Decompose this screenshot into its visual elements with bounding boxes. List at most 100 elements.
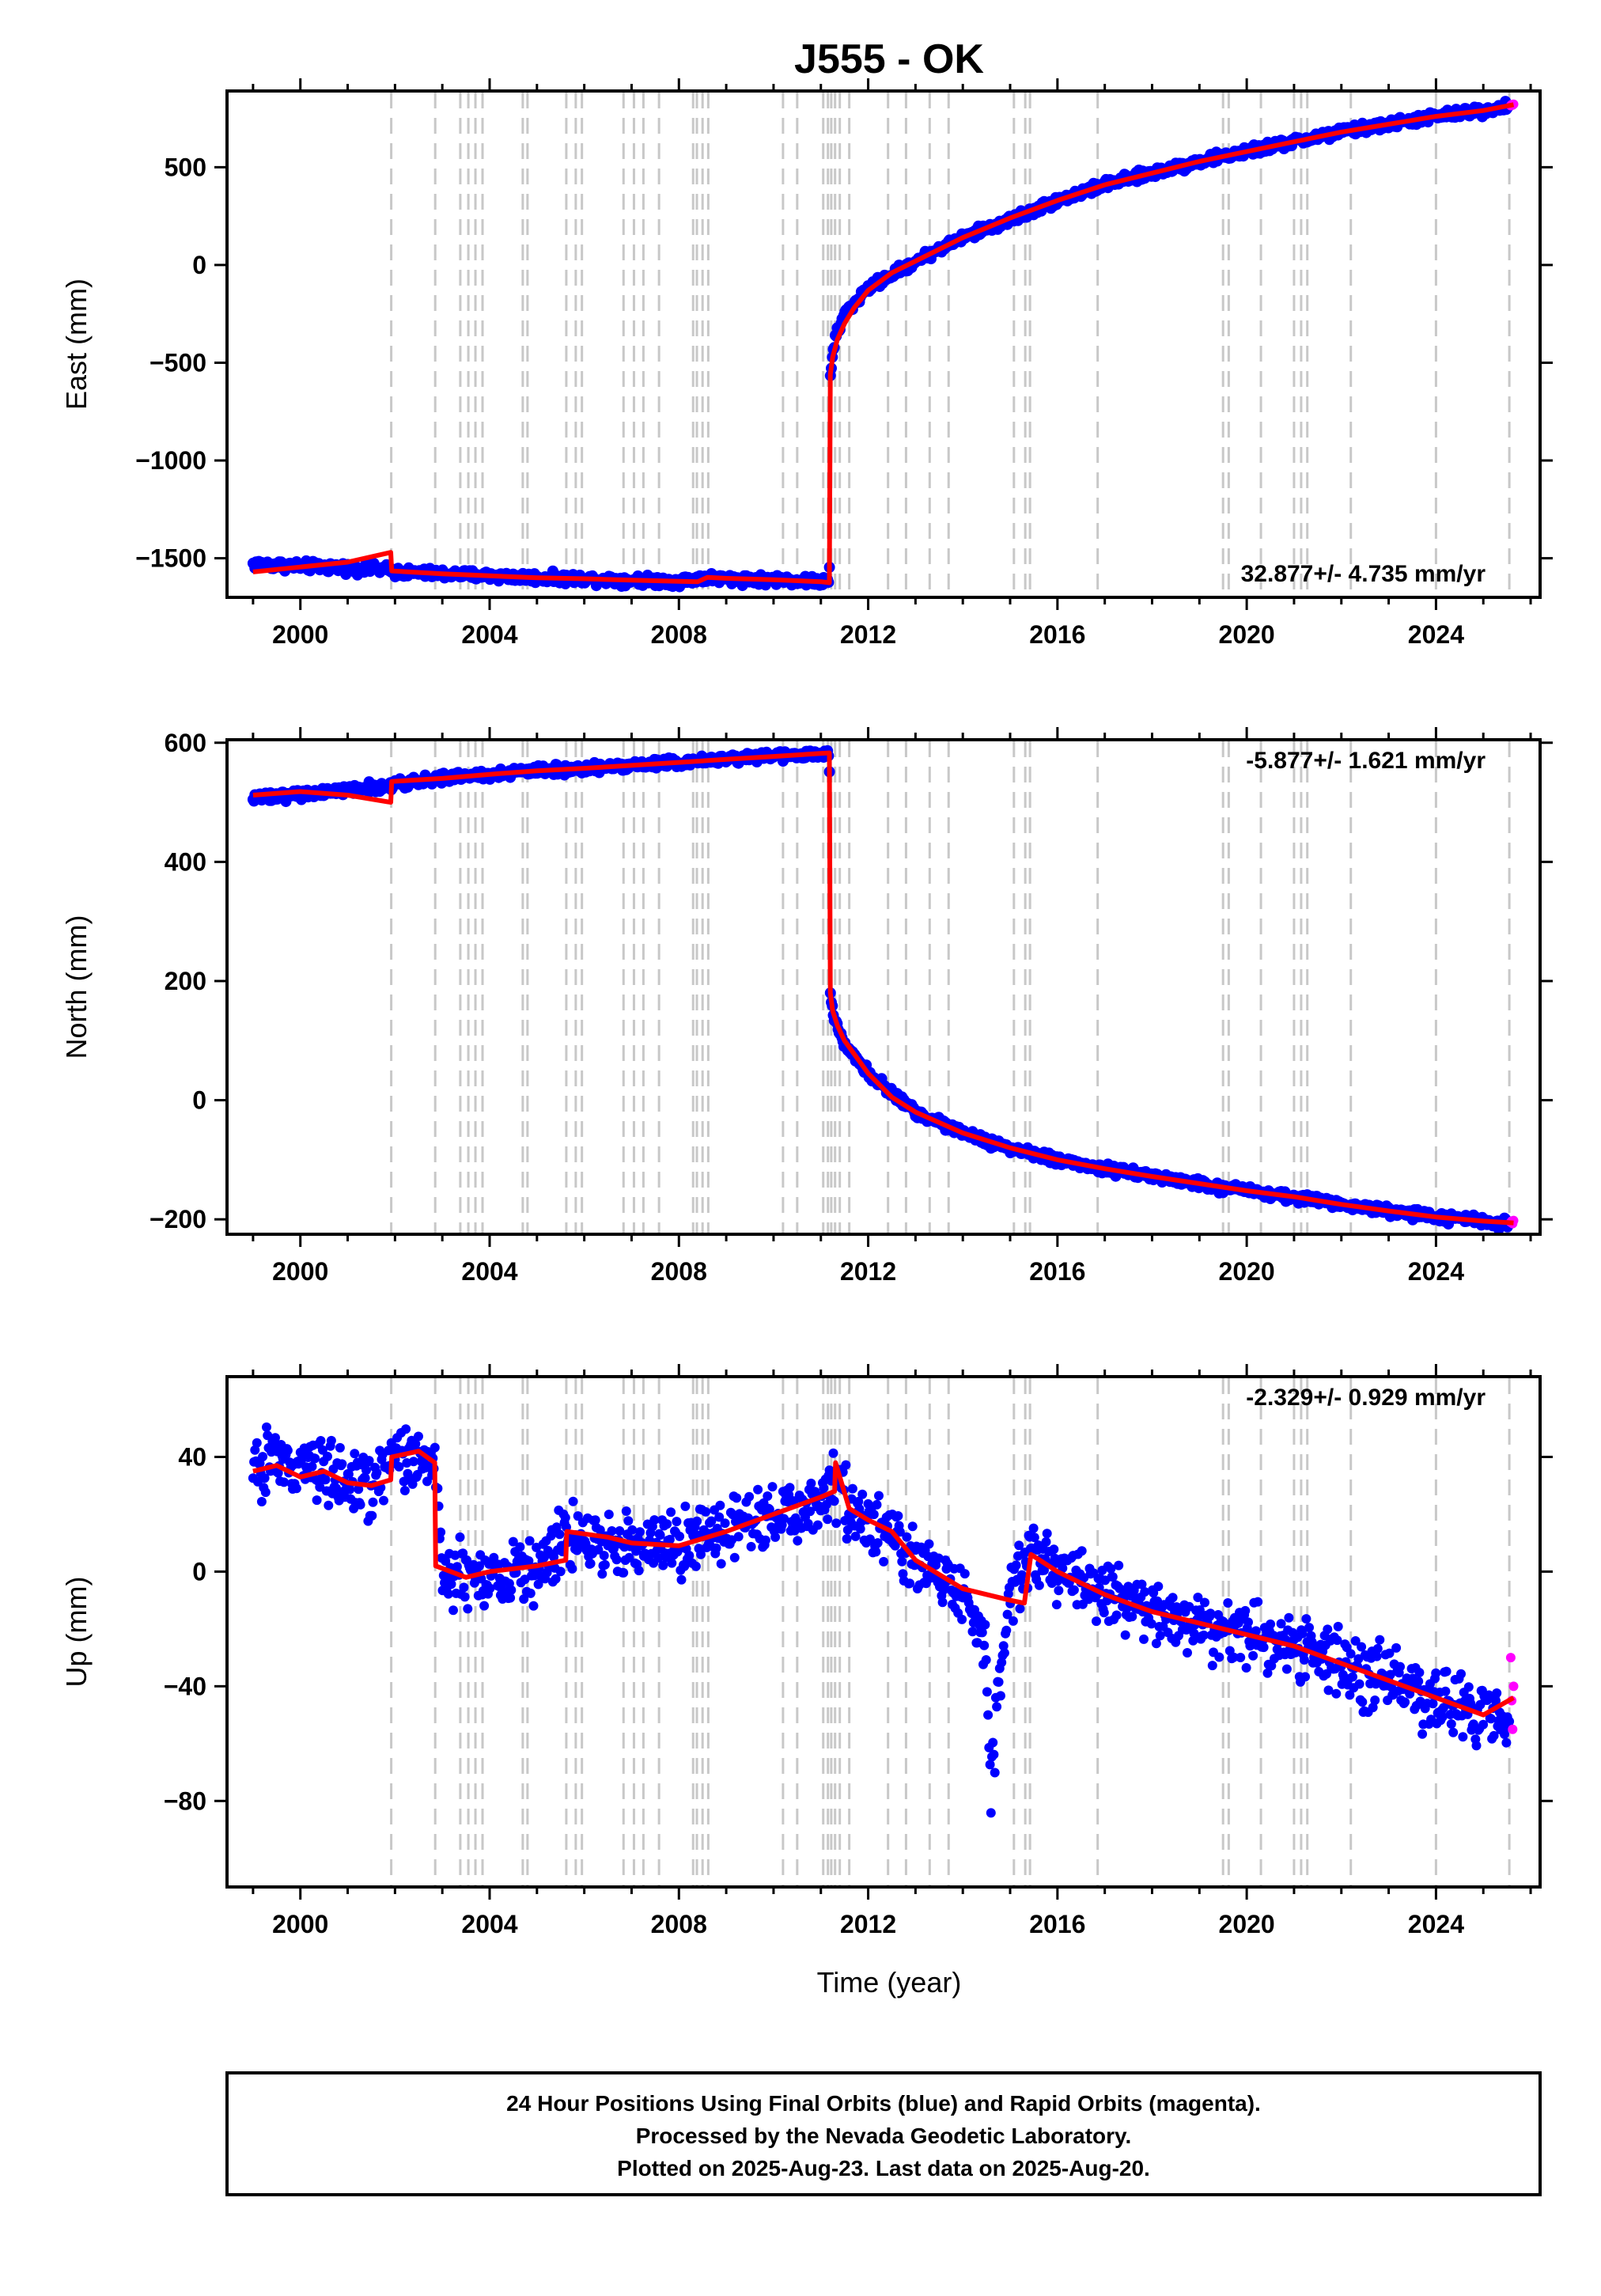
final-point xyxy=(994,1677,1004,1687)
y-tick-label: 40 xyxy=(178,1442,206,1471)
model-line xyxy=(252,750,1514,1226)
final-point xyxy=(847,1483,857,1494)
x-tick-label: 2024 xyxy=(1408,1910,1464,1938)
final-point xyxy=(831,1518,842,1529)
final-point xyxy=(401,1424,411,1434)
y-axis-ticks: 600 400 200 0 −200 xyxy=(150,729,1553,1233)
final-point xyxy=(829,1496,839,1506)
final-point xyxy=(767,1482,778,1492)
final-point xyxy=(1350,1636,1361,1646)
y-tick-label: 400 xyxy=(165,847,206,876)
final-point xyxy=(635,1527,645,1537)
final-point xyxy=(282,1445,293,1456)
final-point xyxy=(443,1589,453,1599)
final-point xyxy=(555,1567,566,1577)
final-point xyxy=(310,1453,320,1464)
footer-box: 24 Hour Positions Using Final Orbits (bl… xyxy=(225,2071,1542,2196)
final-point xyxy=(1002,1609,1012,1620)
final-point xyxy=(567,1563,577,1574)
x-tick-label: 2016 xyxy=(1029,620,1085,649)
final-point xyxy=(823,1514,833,1525)
final-point xyxy=(1301,1614,1311,1624)
final-point xyxy=(1001,1625,1012,1635)
final-point xyxy=(957,1614,967,1624)
final-point xyxy=(360,1473,370,1483)
final-point xyxy=(568,1496,578,1506)
final-point xyxy=(1331,1688,1342,1699)
final-point xyxy=(1332,1635,1342,1646)
final-orbit-points xyxy=(248,1422,1515,1818)
event-lines xyxy=(390,93,1511,596)
final-point xyxy=(414,1431,423,1442)
final-point xyxy=(608,1544,619,1554)
final-point xyxy=(1028,1523,1039,1533)
final-point xyxy=(1372,1651,1382,1661)
x-tick-label: 2020 xyxy=(1219,1257,1275,1286)
rapid-point xyxy=(1508,1724,1518,1734)
final-point xyxy=(1039,1565,1049,1575)
final-point xyxy=(271,1433,280,1443)
final-point xyxy=(676,1574,687,1585)
x-tick-label: 2004 xyxy=(461,1910,517,1938)
final-point xyxy=(619,1567,629,1578)
final-point xyxy=(407,1479,418,1489)
final-point xyxy=(326,1435,336,1445)
final-point xyxy=(1439,1703,1448,1713)
final-point xyxy=(981,1655,991,1665)
final-point xyxy=(1471,1741,1482,1751)
x-axis-ticks: 2000 2004 2008 2012 2016 2020 2024 xyxy=(252,1364,1532,1938)
final-point xyxy=(1354,1679,1364,1689)
final-point xyxy=(729,1552,740,1563)
final-point xyxy=(446,1579,456,1589)
final-point xyxy=(508,1536,518,1547)
final-point xyxy=(1241,1663,1251,1673)
x-tick-label: 2000 xyxy=(272,620,328,649)
final-point xyxy=(307,1461,317,1472)
final-point xyxy=(1304,1623,1314,1633)
final-point xyxy=(573,1511,583,1521)
final-point xyxy=(1149,1588,1159,1598)
model-line xyxy=(252,1449,1515,1718)
final-point xyxy=(1207,1661,1217,1671)
final-point xyxy=(1014,1540,1024,1551)
final-point xyxy=(317,1445,327,1455)
final-point xyxy=(279,1477,289,1487)
final-point xyxy=(554,1529,565,1540)
final-point xyxy=(551,1574,561,1584)
final-point xyxy=(874,1491,884,1501)
footer-line-3: Plotted on 2025-Aug-23. Last data on 202… xyxy=(617,2156,1150,2180)
final-point xyxy=(1236,1653,1246,1662)
x-tick-label: 2008 xyxy=(651,1910,707,1938)
final-point xyxy=(368,1497,378,1507)
final-point xyxy=(872,1538,883,1548)
final-orbit-points xyxy=(247,96,1516,593)
final-point xyxy=(312,1495,322,1506)
x-tick-label: 2012 xyxy=(840,620,896,649)
final-point xyxy=(519,1594,529,1605)
final-point xyxy=(1346,1649,1356,1659)
final-point xyxy=(1114,1560,1124,1570)
final-point xyxy=(505,1593,516,1603)
final-point xyxy=(430,1442,440,1453)
final-point xyxy=(1391,1642,1402,1653)
final-point xyxy=(902,1532,912,1542)
x-tick-label: 2000 xyxy=(272,1910,328,1938)
final-point xyxy=(1478,1719,1489,1730)
x-tick-label: 2004 xyxy=(461,620,517,649)
final-point xyxy=(1107,1572,1118,1582)
x-tick-label: 2024 xyxy=(1408,620,1464,649)
x-tick-label: 2000 xyxy=(272,1257,328,1286)
final-point xyxy=(691,1561,701,1571)
final-point xyxy=(1266,1661,1277,1671)
final-point xyxy=(1099,1608,1109,1618)
final-point xyxy=(611,1555,622,1565)
final-point xyxy=(1458,1732,1468,1742)
final-point xyxy=(485,1583,495,1593)
final-point xyxy=(1228,1652,1239,1662)
east-panel: 2000 2004 2008 2012 2016 2020 2024 500 0 −500 −100… xyxy=(60,78,1553,649)
final-point xyxy=(1491,1695,1501,1706)
rapid-point xyxy=(1505,1653,1516,1663)
final-point xyxy=(1437,1711,1448,1722)
final-point xyxy=(679,1561,690,1571)
final-point xyxy=(658,1560,668,1570)
